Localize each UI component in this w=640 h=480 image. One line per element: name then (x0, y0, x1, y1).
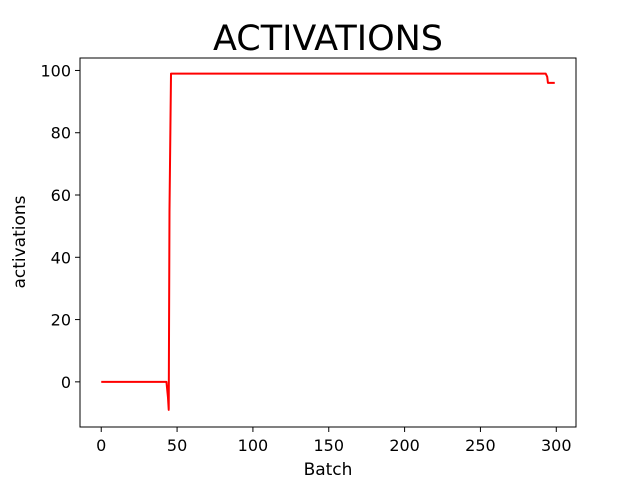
y-axis: 0 20 40 60 80 100 (40, 61, 80, 392)
series-layer (101, 72, 555, 411)
y-tick-label: 60 (51, 186, 71, 205)
plot-frame (79, 57, 577, 428)
y-tick-label: 20 (51, 311, 71, 330)
series-line-0 (101, 72, 555, 411)
x-tick-label: 300 (541, 436, 572, 455)
y-tick-label: 80 (51, 124, 71, 143)
x-tick-label: 50 (167, 436, 187, 455)
x-axis: 0 50 100 150 200 250 300 (96, 427, 572, 455)
plot-area (79, 57, 577, 428)
x-tick-label: 200 (389, 436, 420, 455)
x-tick-label: 0 (96, 436, 106, 455)
y-tick-label: 0 (61, 373, 71, 392)
y-tick-label: 40 (51, 248, 71, 267)
x-tick-label: 150 (313, 436, 344, 455)
x-tick-label: 100 (238, 436, 269, 455)
chart-title: ACTIVATIONS (213, 19, 443, 59)
y-tick-label: 100 (40, 61, 71, 80)
x-tick-label: 250 (465, 436, 496, 455)
x-axis-label: Batch (304, 460, 353, 480)
y-axis-label: activations (10, 195, 30, 288)
